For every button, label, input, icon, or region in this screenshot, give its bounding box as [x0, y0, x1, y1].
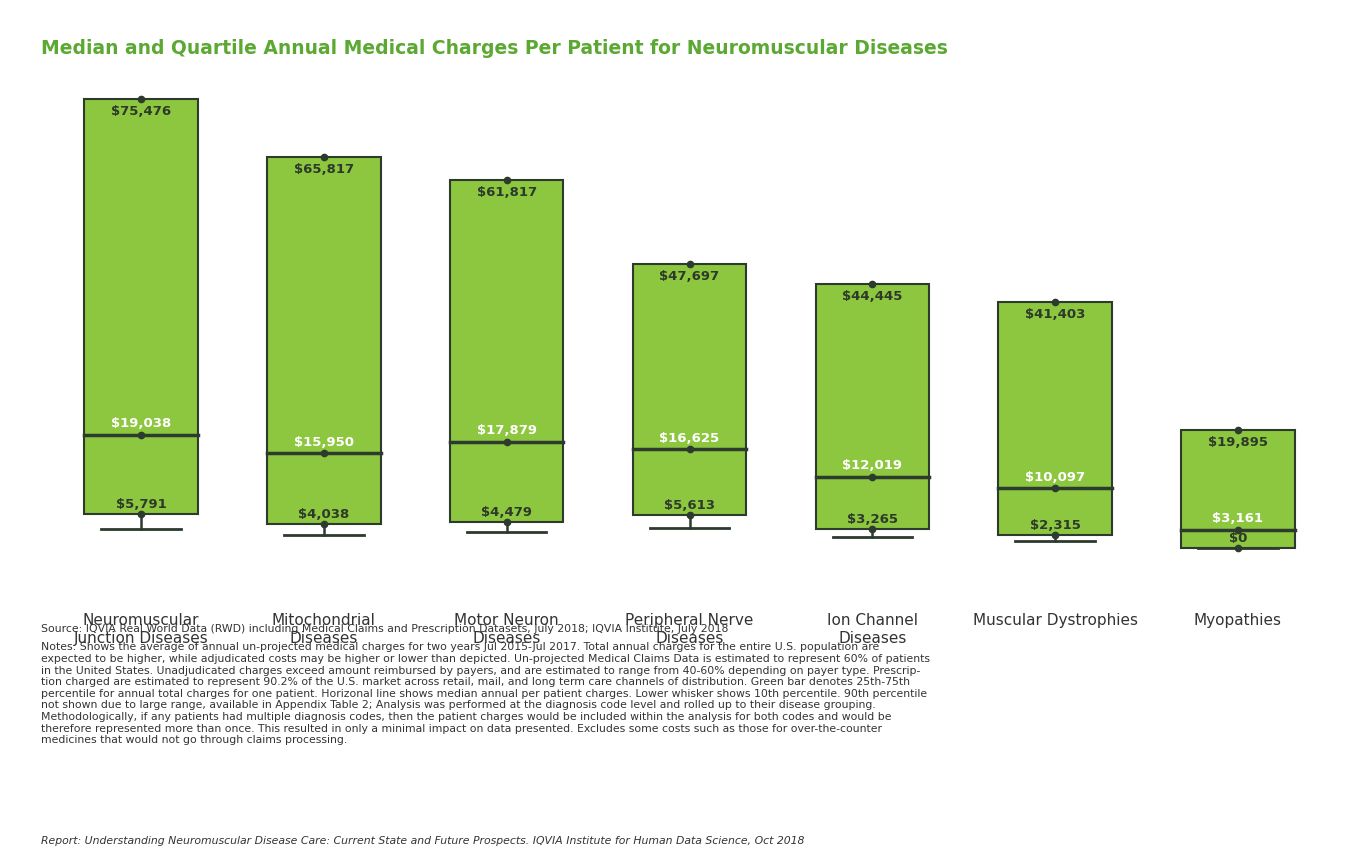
Text: $19,895: $19,895 [1207, 436, 1268, 449]
Text: Notes: Shows the average of annual un-projected medical charges for two years Ju: Notes: Shows the average of annual un-pr… [41, 642, 930, 746]
Text: Source: IQVIA Real World Data (RWD) including Medical Claims and Prescription Da: Source: IQVIA Real World Data (RWD) incl… [41, 624, 727, 634]
Bar [450, 181, 564, 522]
Bar [633, 264, 746, 515]
Text: $3,265: $3,265 [846, 513, 898, 526]
Text: Median and Quartile Annual Medical Charges Per Patient for Neuromuscular Disease: Median and Quartile Annual Medical Charg… [41, 39, 948, 58]
Bar [268, 157, 380, 525]
Text: $65,817: $65,817 [293, 163, 354, 175]
Text: $10,097: $10,097 [1025, 470, 1086, 483]
Bar [1182, 430, 1295, 549]
Text: $4,038: $4,038 [299, 508, 350, 521]
Text: $12,019: $12,019 [842, 459, 902, 472]
Text: $44,445: $44,445 [842, 290, 903, 303]
Text: $3,161: $3,161 [1213, 512, 1263, 525]
Text: $4,479: $4,479 [481, 506, 533, 519]
Text: $5,613: $5,613 [664, 499, 715, 512]
Bar [815, 284, 929, 529]
Text: $41,403: $41,403 [1025, 308, 1086, 321]
Text: $2,315: $2,315 [1030, 519, 1080, 531]
Text: $19,038: $19,038 [111, 417, 172, 430]
Text: $5,791: $5,791 [116, 498, 166, 511]
Text: Report: Understanding Neuromuscular Disease Care: Current State and Future Prosp: Report: Understanding Neuromuscular Dise… [41, 836, 804, 846]
Bar [84, 99, 197, 514]
Text: $17,879: $17,879 [477, 424, 537, 437]
Text: $75,476: $75,476 [111, 105, 172, 118]
Text: $15,950: $15,950 [293, 436, 354, 449]
Text: $61,817: $61,817 [477, 187, 537, 200]
Text: $16,625: $16,625 [660, 432, 719, 445]
Text: $0: $0 [1229, 532, 1247, 545]
Bar [999, 302, 1111, 535]
Text: $47,697: $47,697 [660, 270, 719, 284]
